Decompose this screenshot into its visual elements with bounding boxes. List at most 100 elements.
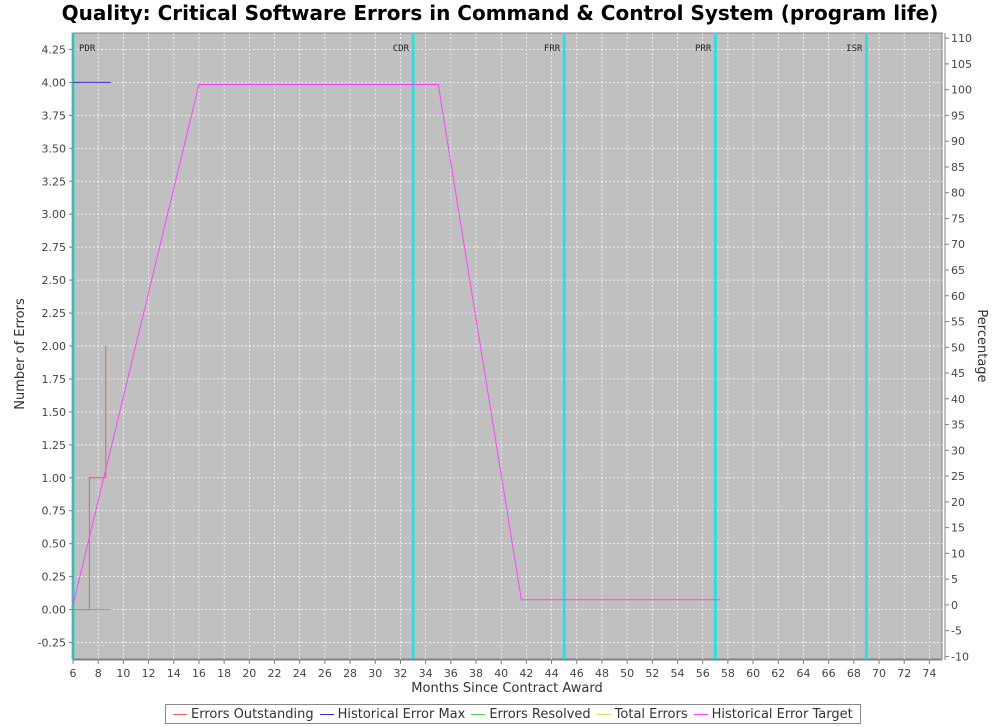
x-tick-label: 42 [519,667,533,680]
x-tick-label: 10 [116,667,130,680]
grid [72,33,942,659]
x-tick-label: 36 [444,667,458,680]
legend-label: Historical Error Target [711,706,853,722]
x-tick-label: 64 [796,667,810,680]
y2-tick-label: 60 [951,290,965,303]
x-tick-label: 66 [822,667,836,680]
legend-item: Errors Outstanding [173,707,314,722]
x-axis-label: Months Since Contract Award [411,681,602,696]
x-tick-label: 8 [95,667,102,680]
legend-swatch [693,713,708,715]
y-tick-label: 0.25 [42,571,67,584]
milestone-label-frr: FRR [544,44,561,54]
y-tick-label: 4.25 [42,43,67,56]
y-tick-label: 0.75 [42,505,67,518]
series-line-historical-error-target [72,84,721,606]
x-tick-label: 54 [671,667,685,680]
y2-tick-label: 80 [951,187,965,200]
x-tick-label: 22 [268,667,282,680]
y2-tick-label: 105 [951,58,972,71]
x-tick-label: 62 [771,667,785,680]
y-tick-label: 2.50 [42,274,67,287]
y2-tick-label: 0 [951,599,958,612]
y-tick-label: 3.00 [42,208,67,221]
chart-title: Quality: Critical Software Errors in Com… [61,1,939,25]
legend-label: Errors Resolved [489,706,591,722]
legend-item: Total Errors [596,706,688,722]
y2-tick-label: 25 [951,470,965,483]
x-tick-label: 50 [620,667,634,680]
x-tick-label: 34 [419,667,433,680]
y2-tick-label: 45 [951,367,965,380]
legend-label: Errors Outstanding [191,706,314,722]
y2-tick-label: 15 [951,522,965,535]
x-tick-label: 26 [318,667,332,680]
y2-tick-label: 50 [951,341,965,354]
y-tick-label: 4.00 [42,76,67,89]
x-tick-label: 48 [595,667,609,680]
y-tick-label: 1.25 [42,439,67,452]
y2-tick-label: 5 [951,573,958,586]
x-tick-label: 6 [70,667,77,680]
y-axis-label: Number of Errors [13,298,28,410]
y-tick-label: 1.00 [42,472,67,485]
y-tick-label: 2.25 [42,307,67,320]
milestone-label-isr: ISR [846,44,863,54]
y-tick-label: 3.25 [42,175,67,188]
y-tick-label: 0.00 [42,604,67,617]
y2-tick-label: 65 [951,264,965,277]
y2-tick-label: 10 [951,547,965,560]
x-tick-label: 30 [368,667,382,680]
y-tick-label: -0.25 [38,637,66,650]
legend-item: Historical Error Max [319,706,466,722]
x-axis: 6 8 10 12 14 16 18 20 22 24 26 28 30 32 34 36 38 40 42 44 46… [70,659,942,680]
y2-tick-label: -5 [951,625,962,638]
y-tick-label: 3.50 [42,142,67,155]
legend-swatch [471,713,486,715]
y-axis-right: -10 -5 0 5 10 15 20 25 30 35 40 45 50 55 60 65 70 75 80 85 9… [944,32,972,663]
x-tick-label: 70 [872,667,886,680]
y-tick-label: 0.50 [42,538,67,551]
x-tick-label: 74 [922,667,936,680]
y2-tick-label: 100 [951,84,972,97]
y-tick-label: 3.75 [42,109,67,122]
x-tick-label: 38 [469,667,483,680]
x-tick-label: 14 [167,667,181,680]
x-tick-label: 18 [217,667,231,680]
legend-label: Historical Error Max [337,706,466,722]
y2-tick-label: 35 [951,419,965,432]
y2-tick-label: 110 [951,32,972,45]
y2-tick-label: 55 [951,316,965,329]
y2-tick-label: -10 [951,650,969,663]
x-tick-label: 56 [696,667,710,680]
milestone-label-prr: PRR [695,44,712,54]
x-tick-label: 68 [847,667,861,680]
y2-tick-label: 85 [951,161,965,174]
plot-area [72,32,943,660]
y2-tick-label: 75 [951,212,965,225]
y-tick-label: 1.75 [42,373,67,386]
x-tick-label: 52 [645,667,659,680]
y2-tick-label: 40 [951,393,965,406]
legend-swatch [173,713,187,715]
x-tick-label: 24 [293,667,307,680]
y-tick-label: 1.50 [42,406,67,419]
legend: Errors Outstanding Historical Error Max Er… [165,704,861,724]
y2-tick-label: 90 [951,135,965,148]
x-tick-label: 46 [570,667,584,680]
x-tick-label: 44 [545,667,559,680]
x-tick-label: 32 [393,667,407,680]
y2-tick-label: 70 [951,238,965,251]
legend-item: Historical Error Target [693,706,853,722]
legend-label: Total Errors [614,706,688,722]
x-tick-label: 16 [192,667,206,680]
y-tick-label: 2.75 [42,241,67,254]
milestone-label-cdr: CDR [393,44,410,54]
legend-swatch [319,713,334,715]
y2-tick-label: 20 [951,496,965,509]
y-tick-label: 2.00 [42,340,67,353]
x-tick-label: 58 [721,667,735,680]
milestone-label-pdr: PDR [79,44,96,54]
x-tick-label: 28 [343,667,357,680]
